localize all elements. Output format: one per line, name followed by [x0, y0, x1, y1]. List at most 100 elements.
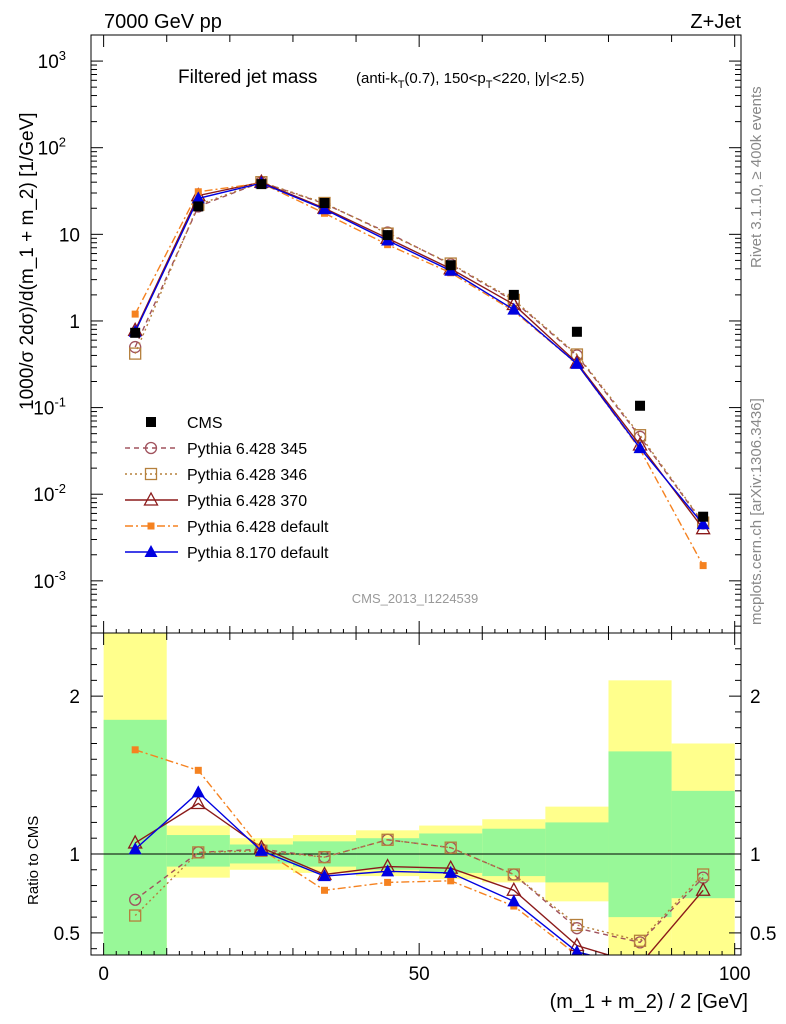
ratio-point-4: [634, 961, 647, 973]
main-frame: [90, 34, 742, 634]
ratio-line-0: [134, 839, 704, 944]
y-tick-label: 10-1: [33, 395, 66, 420]
ratio-tick-label-left: 1: [69, 845, 80, 866]
x-axis-label: (m_1 + m_2) / 2 [GeV]: [550, 991, 748, 1013]
y-tick-label: 103: [38, 48, 66, 73]
ratio-point-4: [254, 843, 268, 856]
ratio-line-1: [134, 839, 704, 942]
ratio-axis-label: Ratio to CMS: [25, 816, 42, 905]
data-point: [445, 260, 456, 271]
ratio-frame: [90, 632, 742, 956]
legend-label: CMS: [187, 415, 223, 432]
ratio-point-4: [444, 865, 458, 878]
data-point: [382, 230, 393, 241]
chart-title-main: Filtered jet mass: [178, 67, 317, 88]
legend-label: Pythia 6.428 345: [187, 441, 307, 458]
x-tick-label: 100: [719, 964, 751, 985]
ratio-band-green: [103, 719, 167, 955]
ratio-point-1: [129, 909, 142, 922]
series-point-4: [507, 302, 521, 315]
ratio-point-1: [318, 850, 331, 864]
ratio-point-3: [384, 878, 392, 886]
header-energy-label: 7000 GeV pp: [104, 11, 222, 33]
legend-label: Pythia 6.428 346: [187, 467, 307, 484]
ratio-point-3: [131, 746, 139, 754]
ratio-point-3: [320, 886, 328, 894]
y-tick-label: 10-2: [33, 481, 66, 506]
legend-marker: [143, 491, 159, 506]
ratio-point-1: [696, 868, 710, 881]
ratio-line-4: [134, 791, 593, 955]
series-point-1: [129, 347, 142, 360]
series-line-1: [134, 181, 704, 524]
legend-marker: [146, 417, 156, 427]
ratio-point-2: [695, 881, 711, 896]
ratio-band-green: [545, 822, 609, 883]
data-point: [193, 201, 204, 212]
plot-axes: 0 50 100 10-3 10-2 10-1 1 10 102 103 0.5 0.5 1 1 2 2: [33, 34, 776, 985]
y-axis-label: 1000/σ 2dσ)/d(m_1 + m_2) [1/GeV]: [17, 112, 38, 410]
series-point-1: [633, 429, 647, 442]
series-line-4: [134, 182, 704, 525]
legend-marker: [144, 545, 158, 557]
mcplots-label: mcplots.cern.ch [arXiv:1306.3436]: [748, 398, 765, 625]
ratio-point-4: [697, 957, 710, 969]
legend: CMS Pythia 6.428 345 Pythia 6.428 346 Pythi…: [125, 415, 329, 562]
ratio-band-green: [482, 828, 546, 877]
ratio-point-3: [447, 877, 455, 885]
series-point-4: [696, 517, 710, 530]
ratio-point-1: [633, 934, 647, 947]
ratio-point-4: [507, 894, 521, 907]
ratio-series-clipped: [127, 746, 711, 973]
ratio-band-green: [608, 751, 672, 918]
y-tick-label: 1: [69, 312, 80, 333]
ratio-point-3: [194, 766, 202, 774]
ratio-tick-label-right: 1: [750, 845, 761, 866]
legend-label: Pythia 6.428 default: [187, 519, 329, 536]
series-line-2: [134, 181, 704, 530]
ratio-point-0: [129, 893, 142, 906]
series-point-4: [570, 356, 584, 369]
ratio-point-2: [634, 957, 647, 969]
chart-title: Filtered jet mass: [178, 67, 317, 88]
data-point: [319, 197, 330, 208]
ratio-point-4: [571, 944, 583, 955]
x-tick-label: 50: [409, 964, 430, 985]
legend-label: Pythia 6.428 370: [187, 493, 307, 510]
ratio-point-2: [190, 795, 206, 810]
ratio-point-3: [700, 964, 707, 971]
ratio-plot-series: [127, 746, 711, 973]
ratio-point-4: [381, 864, 395, 877]
ratio-point-1: [444, 841, 457, 854]
data-point: [256, 179, 267, 190]
data-point: [571, 326, 582, 337]
main-plot-series: [127, 173, 711, 570]
header-process-label: Z+Jet: [690, 11, 741, 33]
ratio-point-4: [317, 869, 331, 882]
legend-marker: [144, 441, 158, 455]
ratio-tick-label-right: 0.5: [750, 924, 776, 945]
ratio-point-4: [128, 842, 142, 855]
legend-marker: [147, 522, 155, 530]
ratio-point-4: [191, 785, 205, 798]
ratio-tick-label-left: 2: [69, 687, 80, 708]
y-tick-label: 10: [59, 225, 80, 246]
series-point-3: [131, 310, 139, 318]
ratio-tick-label-left: 0.5: [54, 924, 80, 945]
rivet-version-label: Rivet 3.1.10, ≥ 400k events: [748, 86, 765, 268]
y-tick-label: 10-3: [33, 568, 66, 593]
series-point-4: [317, 202, 331, 215]
analysis-label: CMS_2013_I1224539: [352, 591, 479, 606]
ratio-uncertainty-bands: [91, 633, 741, 955]
series-point-4: [191, 191, 205, 204]
legend-label: Pythia 8.170 default: [187, 545, 329, 562]
data-point: [698, 511, 709, 522]
y-tick-label: 102: [38, 135, 66, 160]
ratio-line-2: [134, 802, 704, 955]
ratio-tick-label-right: 2: [750, 687, 761, 708]
series-point-4: [633, 441, 647, 454]
series-point-3: [699, 562, 707, 570]
ratio-point-1: [570, 918, 584, 932]
x-tick-label: 0: [98, 964, 109, 985]
